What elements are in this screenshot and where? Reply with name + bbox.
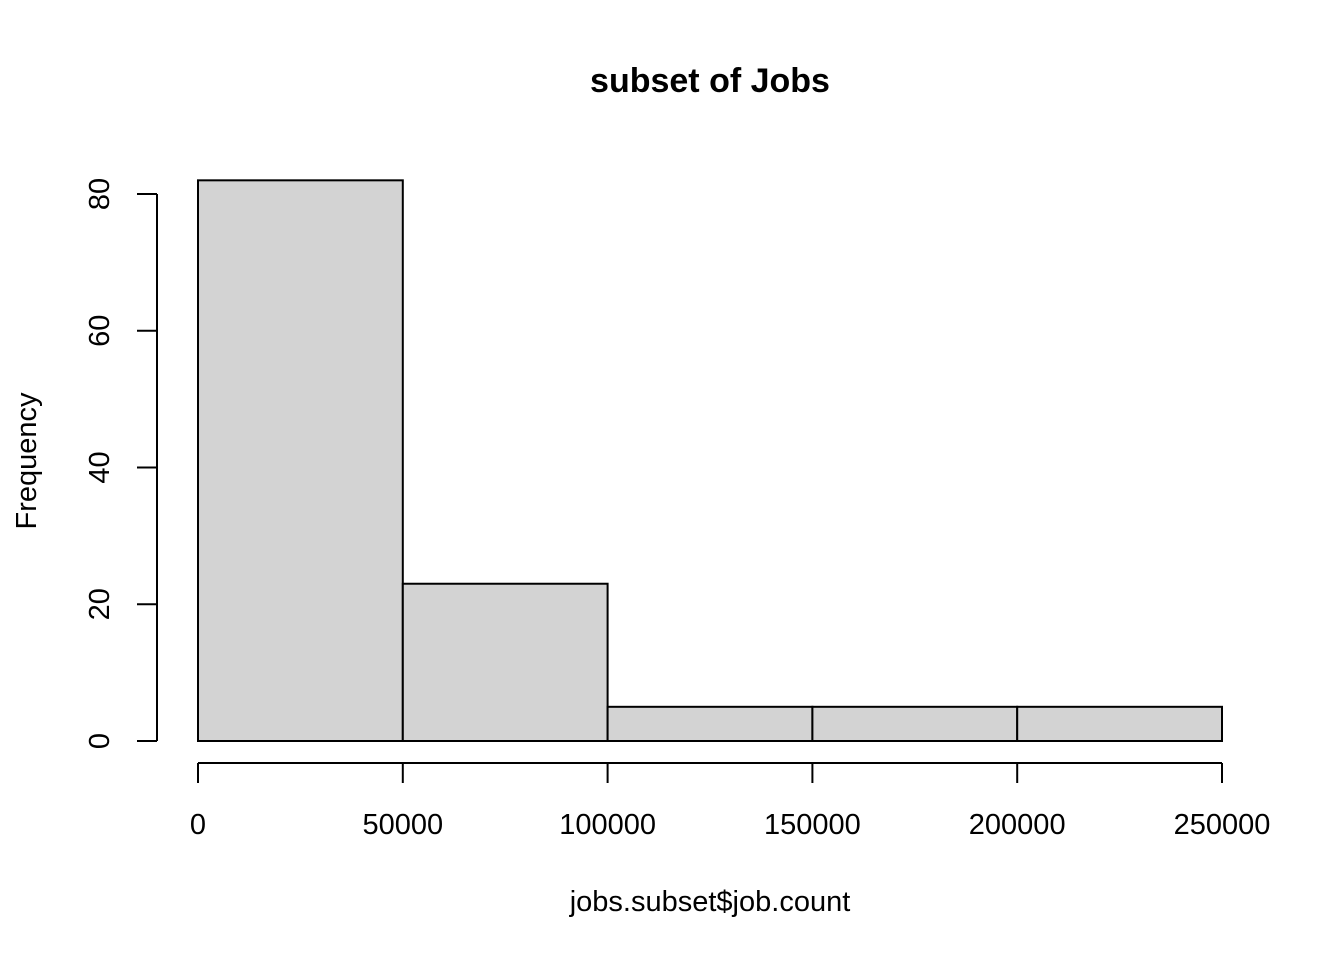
- histogram-bar-0: [197, 179, 404, 742]
- x-tick-label: 100000: [559, 809, 656, 841]
- y-axis-title: Frequency: [11, 392, 43, 530]
- x-tick-label: 0: [190, 809, 206, 841]
- y-tick-label: 60: [84, 315, 116, 347]
- x-axis-title: jobs.subset$job.count: [569, 886, 851, 918]
- chart-title: subset of Jobs: [590, 62, 830, 100]
- y-tick-label: 40: [84, 451, 116, 483]
- y-axis-ticks: 0 20 40 60 80: [84, 178, 157, 749]
- y-tick-label: 0: [84, 733, 116, 749]
- x-tick-label: 50000: [362, 809, 443, 841]
- x-tick-label: 150000: [764, 809, 861, 841]
- histogram-bar-4: [1016, 705, 1224, 742]
- x-axis-ticks: 0 50000 100000 150000 200000 250000: [190, 763, 1270, 841]
- x-tick-label: 250000: [1174, 809, 1271, 841]
- bars-group: [197, 179, 1224, 742]
- histogram-bar-2: [606, 705, 814, 742]
- y-tick-label: 20: [84, 588, 116, 620]
- x-tick-label: 200000: [969, 809, 1066, 841]
- y-tick-label: 80: [84, 178, 116, 210]
- histogram-bar-1: [401, 582, 609, 742]
- histogram-bar-3: [811, 705, 1019, 742]
